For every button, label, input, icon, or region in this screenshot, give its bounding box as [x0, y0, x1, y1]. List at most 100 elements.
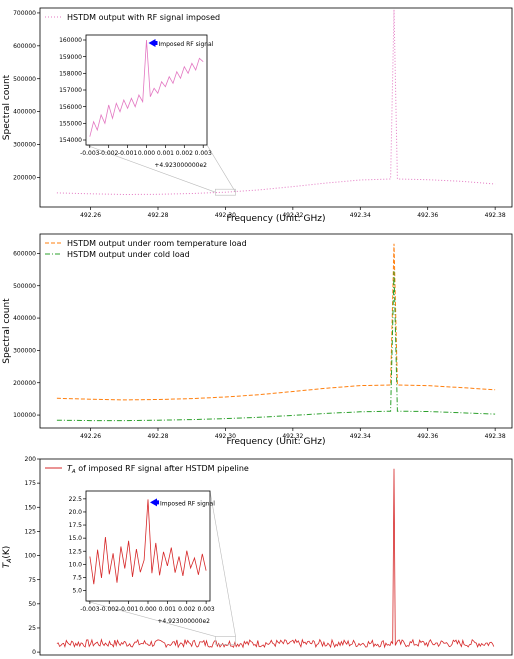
inset-y-tick-label: 159000 [59, 54, 82, 61]
y-tick-label: 200 [25, 456, 37, 463]
y-axis-label: Spectral count [2, 74, 12, 140]
inset-series-line [89, 39, 204, 137]
y-tick-label: 700000 [13, 10, 36, 17]
y-tick-label: 100 [25, 553, 37, 560]
inset-plot-frame [85, 34, 208, 146]
inset-y-tick-label: 12.5 [69, 548, 83, 555]
inset-y-tick-label: 157000 [59, 87, 82, 94]
annotation-arrow [150, 498, 157, 507]
inset-y-tick-label: 156000 [59, 104, 82, 111]
x-tick-label: 492.38 [485, 433, 506, 440]
y-tick-label: 125 [25, 529, 37, 536]
x-tick-label: 492.30 [215, 212, 236, 219]
inset-y-tick-label: 158000 [59, 70, 82, 77]
y-tick-label: 25 [28, 625, 36, 632]
legend-label: TA of imposed RF signal after HSTDM pipe… [67, 464, 249, 475]
x-tick-label: 492.26 [80, 433, 101, 440]
inset-x-tick-label: 0.000 [139, 606, 156, 613]
inset-y-tick-label: 17.5 [69, 522, 83, 529]
y-tick-label: 200000 [13, 380, 36, 387]
chart-panel-3: 0 25 50 75 100 125 150 175 200 TA(K) -0.003 -0.002-… [2, 456, 513, 656]
inset-x-tick-label: 0.001 [157, 150, 174, 157]
y-tick-label: 600000 [13, 251, 36, 258]
inset-x-tick-label: 0.003 [195, 150, 212, 157]
y-tick-label: 150 [25, 504, 37, 511]
inset-annotation: Imposed RF signal [159, 41, 214, 48]
series-line [56, 468, 495, 649]
y-tick-label: 200000 [13, 174, 36, 181]
inset-x-tick-label: 0.002 [178, 606, 195, 613]
inset-y-tick-label: 15.0 [69, 535, 83, 542]
zoom-box [215, 636, 236, 645]
y-tick-label: 600000 [13, 43, 36, 50]
x-tick-label: 492.32 [282, 433, 303, 440]
inset-x-tick-label: -0.002 [99, 150, 119, 157]
plot-frame [39, 233, 513, 429]
series-line [56, 271, 496, 422]
inset-y-tick-label: 10.0 [69, 561, 83, 568]
y-tick-label: 400000 [13, 109, 36, 116]
inset-x-tick-label: -0.001 [119, 606, 139, 613]
legend-label: HSTDM output under room temperature load [67, 239, 247, 248]
y-tick-label: 300000 [13, 348, 36, 355]
chart-panel-1: 492.26 492.28 492.30 492.32 492.34 492.36 492.… [2, 7, 513, 224]
inset-x-tick-label: 0.003 [198, 606, 215, 613]
y-axis-label: Spectral count [2, 298, 12, 364]
inset-y-tick-label: 5.0 [72, 588, 82, 595]
x-tick-label: 492.36 [417, 212, 438, 219]
x-tick-label: 492.34 [350, 433, 371, 440]
inset-y-tick-label: 155000 [59, 120, 82, 127]
inset-offset-label: +4.923000000e2 [154, 162, 207, 169]
x-axis-label: Frequency (Unit: GHz) [226, 437, 325, 447]
legend-label: HSTDM output with RF signal imposed [67, 13, 220, 22]
inset: -0.003 -0.002 -0.001 0.000 0.001 0.002 0.003 15… [59, 34, 214, 169]
inset-x-tick-label: 0.000 [138, 150, 155, 157]
inset-x-tick-label: 0.002 [176, 150, 193, 157]
y-tick-label: 175 [25, 480, 37, 487]
annotation-arrow-tail [155, 41, 158, 45]
y-tick-label: 100000 [13, 412, 36, 419]
zoom-connector [206, 144, 236, 193]
inset-x-tick-label: -0.002 [100, 606, 120, 613]
chart-panel-2: 492.26 492.28 492.30 492.32 492.34 492.36 492.… [2, 233, 513, 447]
y-tick-label: 300000 [13, 142, 36, 149]
zoom-connector [85, 144, 216, 193]
x-tick-label: 492.38 [485, 212, 506, 219]
inset: -0.003 -0.002 -0.001 0.000 0.001 0.002 0.003 5.… [69, 490, 215, 625]
inset-y-tick-label: 22.5 [69, 496, 83, 503]
x-tick-label: 492.30 [215, 433, 236, 440]
x-tick-label: 492.26 [80, 212, 101, 219]
zoom-connector [85, 600, 216, 637]
inset-y-tick-label: 20.0 [69, 509, 83, 516]
x-tick-label: 492.32 [282, 212, 303, 219]
inset-y-tick-label: 154000 [59, 137, 82, 144]
inset-series-line [89, 499, 207, 585]
x-axis-label: Frequency (Unit: GHz) [226, 214, 325, 224]
x-tick-label: 492.28 [148, 212, 169, 219]
inset-x-tick-label: -0.003 [80, 606, 100, 613]
y-tick-label: 50 [28, 601, 36, 608]
x-tick-label: 492.34 [350, 212, 371, 219]
inset-series [89, 39, 204, 137]
inset-y-tick-label: 7.5 [72, 575, 82, 582]
inset-offset-label: +4.923000000e2 [157, 618, 210, 625]
legend-label: HSTDM output under cold load [67, 250, 190, 259]
inset-annotation: Imposed RF signal [160, 500, 215, 507]
inset-x-tick-label: 0.001 [159, 606, 176, 613]
inset-series [89, 499, 207, 585]
y-tick-label: 75 [28, 577, 36, 584]
x-tick-label: 492.36 [417, 433, 438, 440]
x-tick-label: 492.28 [148, 433, 169, 440]
zoom-connector [209, 490, 236, 637]
y-tick-label: 500000 [13, 76, 36, 83]
annotation-arrow-tail [157, 500, 159, 505]
inset-x-tick-label: -0.001 [118, 150, 138, 157]
inset-y-tick-label: 160000 [59, 37, 82, 44]
series-line [56, 243, 496, 401]
series-line [56, 9, 496, 196]
inset-x-tick-label: -0.003 [80, 150, 100, 157]
y-axis-label: TA(K) [2, 546, 13, 569]
y-tick-label: 400000 [13, 315, 36, 322]
annotation-arrow [148, 39, 156, 47]
